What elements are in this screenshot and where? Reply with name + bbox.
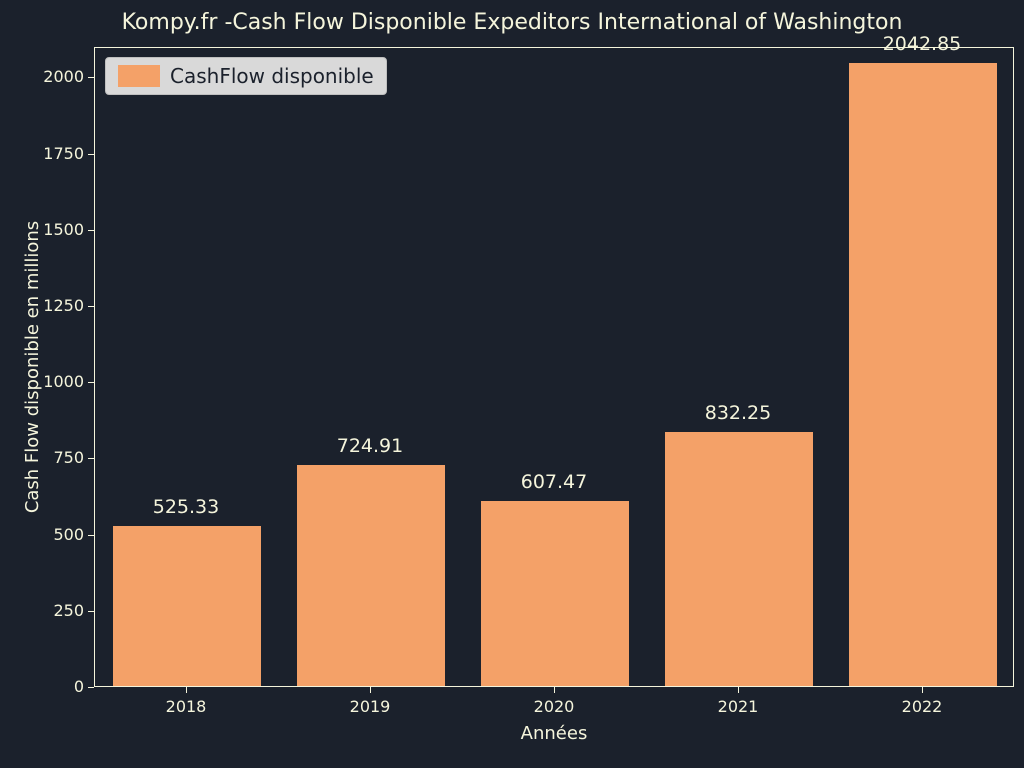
legend-swatch — [118, 65, 160, 87]
ytick-label: 250 — [24, 601, 84, 620]
chart-title: Kompy.fr -Cash Flow Disponible Expeditor… — [0, 10, 1024, 35]
ytick-mark — [88, 154, 94, 155]
ytick-mark — [88, 687, 94, 688]
legend: CashFlow disponible — [105, 57, 387, 95]
xtick-label: 2021 — [646, 697, 830, 716]
ytick-label: 0 — [24, 677, 84, 696]
x-axis-label: Années — [94, 723, 1014, 744]
ytick-mark — [88, 382, 94, 383]
ytick-mark — [88, 306, 94, 307]
ytick-label: 1000 — [24, 372, 84, 391]
bar — [113, 526, 260, 686]
ytick-mark — [88, 611, 94, 612]
bar — [849, 63, 996, 686]
bar-value-label: 607.47 — [462, 471, 646, 493]
xtick-mark — [738, 687, 739, 693]
legend-label: CashFlow disponible — [170, 64, 374, 88]
xtick-mark — [922, 687, 923, 693]
plot-area — [94, 47, 1014, 687]
xtick-label: 2020 — [462, 697, 646, 716]
ytick-label: 750 — [24, 448, 84, 467]
ytick-label: 500 — [24, 525, 84, 544]
xtick-label: 2019 — [278, 697, 462, 716]
bar — [665, 432, 812, 686]
ytick-label: 1750 — [24, 144, 84, 163]
ytick-label: 2000 — [24, 67, 84, 86]
chart-canvas: Kompy.fr -Cash Flow Disponible Expeditor… — [0, 0, 1024, 768]
ytick-label: 1250 — [24, 296, 84, 315]
ytick-mark — [88, 230, 94, 231]
xtick-mark — [186, 687, 187, 693]
ytick-mark — [88, 535, 94, 536]
ytick-mark — [88, 77, 94, 78]
xtick-mark — [554, 687, 555, 693]
bar — [297, 465, 444, 686]
ytick-mark — [88, 458, 94, 459]
bar-value-label: 724.91 — [278, 435, 462, 457]
ytick-label: 1500 — [24, 220, 84, 239]
xtick-label: 2018 — [94, 697, 278, 716]
xtick-mark — [370, 687, 371, 693]
xtick-label: 2022 — [830, 697, 1014, 716]
bar-value-label: 525.33 — [94, 496, 278, 518]
bar-value-label: 832.25 — [646, 402, 830, 424]
bar — [481, 501, 628, 686]
bar-value-label: 2042.85 — [830, 33, 1014, 55]
